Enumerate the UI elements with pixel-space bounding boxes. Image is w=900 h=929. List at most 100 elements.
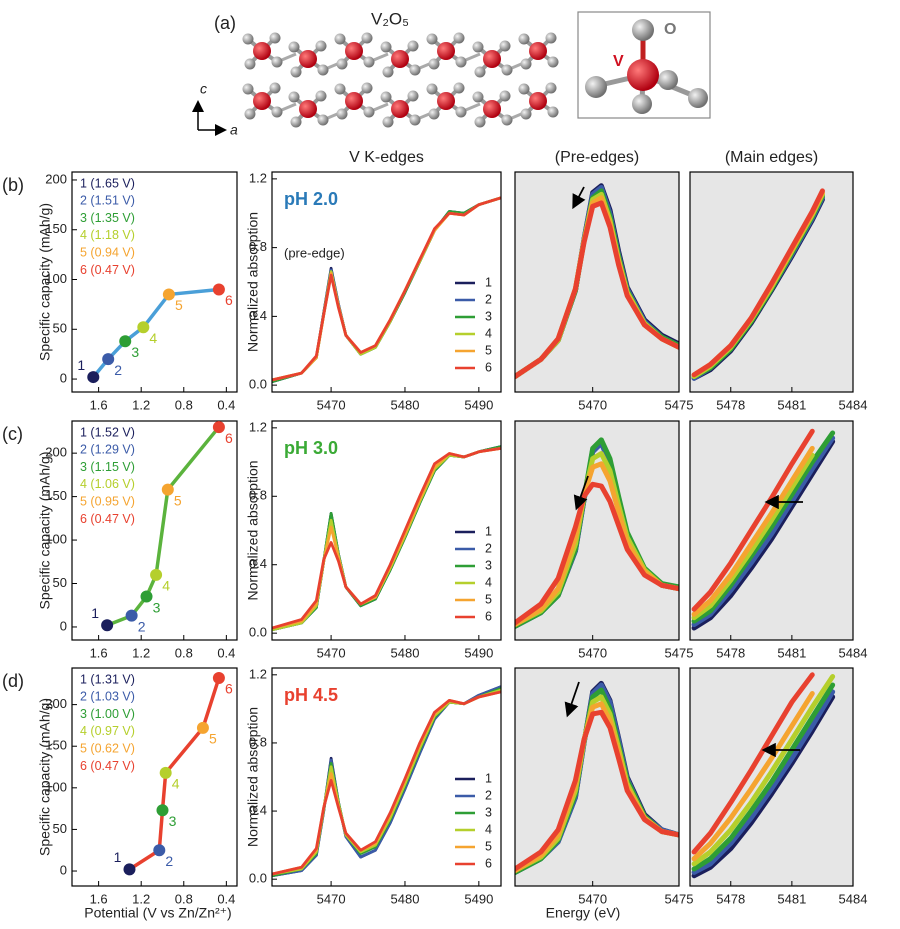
crystal-structure	[242, 32, 559, 128]
point-label: 6	[225, 292, 233, 308]
series-line	[691, 672, 815, 855]
chart-title: (Main edges)	[725, 149, 818, 166]
y-tick-label: 50	[53, 575, 67, 590]
marker	[212, 671, 225, 684]
x-tick-label: 0.4	[217, 397, 235, 412]
series-line	[691, 430, 836, 624]
panel-label: (b)	[2, 175, 24, 195]
series-group	[272, 685, 501, 878]
legend-entry: 4	[485, 822, 492, 836]
point-label: 2	[138, 618, 146, 634]
legend-entry: 3	[485, 805, 492, 819]
legend-entry: 3 (1.00 V)	[80, 707, 135, 721]
y-tick-label: 50	[53, 321, 67, 336]
y-tick-label: 0	[60, 618, 67, 633]
x-tick-label: 0.4	[217, 645, 235, 660]
y-axis-label: Normalized absorption	[245, 707, 261, 847]
x-tick-label: 5484	[839, 397, 868, 412]
arrow	[573, 475, 589, 511]
x-tick-label: 5470	[578, 645, 607, 660]
plot-frame	[514, 667, 680, 887]
plot-frame	[271, 420, 502, 641]
y-tick-label: 150	[45, 221, 67, 236]
legend-entry: 6	[485, 856, 492, 870]
x-tick-label: 0.8	[175, 891, 193, 906]
plot-frame	[514, 171, 680, 393]
x-tick-label: 5475	[665, 891, 694, 906]
legend-entry: 3	[485, 309, 492, 323]
point-label: 1	[91, 605, 99, 621]
x-tick-label: 5470	[578, 891, 607, 906]
marker	[212, 283, 225, 296]
atom-label: O	[664, 21, 676, 38]
legend-entry: 1	[485, 275, 492, 289]
marker	[102, 353, 115, 366]
chart-title: V K-edges	[349, 149, 424, 166]
plot-area	[72, 421, 237, 640]
legend-entry: 5 (0.95 V)	[80, 494, 135, 508]
marker	[212, 421, 225, 434]
x-tick-label: 5480	[391, 645, 420, 660]
series-line	[691, 674, 836, 867]
y-tick-label: 150	[45, 738, 67, 753]
legend-entry: 4 (1.06 V)	[80, 477, 135, 491]
y-tick-label: 0.8	[249, 734, 267, 749]
plot-frame	[271, 171, 502, 393]
x-tick-label: 0.8	[175, 645, 193, 660]
point-label: 1	[77, 357, 85, 373]
annotation: (pre-edge)	[284, 245, 345, 260]
point-label: 4	[162, 578, 170, 594]
point-label: 3	[153, 599, 161, 615]
condition-label: pH 4.5	[284, 685, 338, 705]
legend-entry: 2 (1.29 V)	[80, 443, 135, 457]
marker	[159, 766, 172, 779]
y-tick-label: 0	[60, 862, 67, 877]
plot-frame	[514, 420, 680, 641]
y-tick-label: 150	[45, 488, 67, 503]
series-line	[272, 690, 501, 876]
y-tick-label: 1.2	[249, 419, 267, 434]
y-axis-label: Specific capacity (mAh/g)	[37, 203, 53, 361]
x-tick-label: 5475	[665, 645, 694, 660]
y-tick-label: 100	[45, 531, 67, 546]
x-tick-label: 5478	[716, 397, 745, 412]
x-axis-label: Energy (eV)	[546, 905, 621, 921]
series-group	[515, 437, 679, 629]
plot-frame	[689, 420, 854, 641]
series-line	[691, 445, 815, 617]
legend-entry: 5	[485, 343, 492, 357]
series-line	[515, 709, 679, 872]
y-tick-label: 200	[45, 696, 67, 711]
legend-entry: 4	[485, 326, 492, 340]
x-tick-label: 1.2	[132, 891, 150, 906]
x-tick-label: 5481	[777, 645, 806, 660]
marker	[87, 371, 100, 384]
plot-frame	[689, 171, 854, 393]
y-tick-label: 100	[45, 779, 67, 794]
series-line	[691, 691, 815, 862]
marker	[123, 863, 136, 876]
legend-entry: 2	[485, 292, 492, 306]
legend-entry: 1 (1.65 V)	[80, 176, 135, 190]
point-label: 3	[169, 813, 177, 829]
x-tick-label: 5480	[391, 397, 420, 412]
x-tick-label: 1.6	[90, 645, 108, 660]
point-label: 1	[114, 849, 122, 865]
x-tick-label: 1.2	[132, 397, 150, 412]
y-tick-label: 0.0	[249, 871, 267, 886]
marker	[125, 609, 138, 622]
plot-area	[72, 172, 237, 392]
legend-entry: 5 (0.62 V)	[80, 741, 135, 755]
y-tick-label: 0.0	[249, 377, 267, 392]
legend-entry: 5	[485, 592, 492, 606]
charts: (b) Specific capacity (mAh/g) 1.6 1.2 0.8 0.4…	[2, 149, 867, 906]
marker	[119, 335, 132, 348]
y-tick-label: 0.8	[249, 239, 267, 254]
legend-entry: 3 (1.15 V)	[80, 460, 135, 474]
x-tick-label: 1.6	[90, 397, 108, 412]
legend-entry: 2	[485, 788, 492, 802]
legend-entry: 4 (1.18 V)	[80, 228, 135, 242]
x-tick-label: 5481	[777, 397, 806, 412]
legend-entry: 2	[485, 541, 492, 555]
